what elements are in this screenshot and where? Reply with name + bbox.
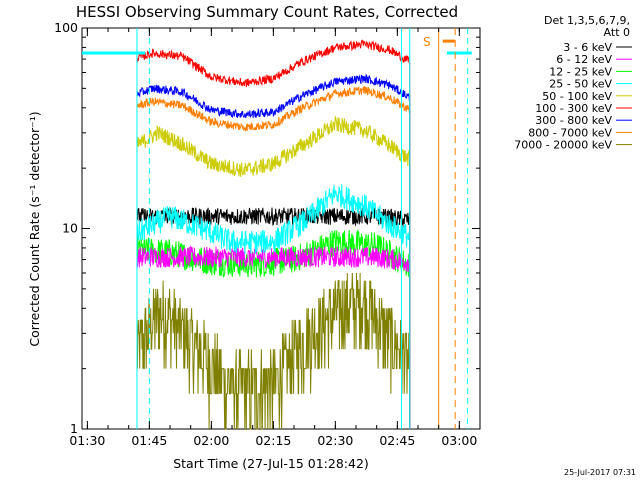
x-tick-label: 01:30 [69,433,105,448]
x-tick-label: 02:15 [255,433,291,448]
series-line-6-12 [136,245,411,429]
axis-layer: 01:30 01:45 02:00 02:15 02:30 02:45 03:00 1 10 10… [54,20,481,448]
x-tick-label: 02:45 [379,433,415,448]
series-line-7000-20000 [136,272,411,430]
x-tick-label: 03:00 [441,433,477,448]
series-line-50-100 [136,115,411,429]
legend-label: 7000 - 20000 keV [514,139,612,152]
series-line-100-300 [136,39,411,429]
series-layer [136,39,411,430]
x-tick-label: 01:45 [131,433,167,448]
legend-title-line-1: Det 1,3,5,6,7,9, [544,14,630,27]
legend-label: 100 - 300 keV [535,102,612,115]
legend-label: 50 - 100 keV [542,90,612,103]
series-line-300-800 [136,73,411,429]
legend-label: 6 - 12 keV [556,53,612,66]
x-axis-label: Start Time (27-Jul-15 01:28:42) [173,456,369,471]
legend-label: 800 - 7000 keV [528,126,612,139]
legend-label: 300 - 800 keV [535,114,612,127]
saa-label: S [423,35,431,49]
legend-title-line-2: Att 0 [604,26,630,39]
legend-label: 3 - 6 keV [563,41,612,54]
x-tick-label: 02:30 [317,433,353,448]
series-line-25-50 [136,184,411,429]
series-line-800-7000 [136,85,411,429]
y-tick-label: 10 [62,221,78,236]
series-line-12-25 [136,229,411,429]
x-tick-label: 02:00 [193,433,229,448]
legend-label: 25 - 50 keV [549,78,612,91]
legend-label: 12 - 25 keV [549,65,612,78]
y-tick-label: 1 [70,421,78,436]
y-axis-label: Corrected Count Rate (s⁻¹ detector⁻¹) [27,111,42,346]
timestamp-stamp: 25-Jul-2017 07:31 [564,468,636,477]
chart-title: HESSI Observing Summary Count Rates, Cor… [76,3,458,21]
y-tick-label: 100 [54,20,78,35]
marker-layer: S [82,28,472,429]
